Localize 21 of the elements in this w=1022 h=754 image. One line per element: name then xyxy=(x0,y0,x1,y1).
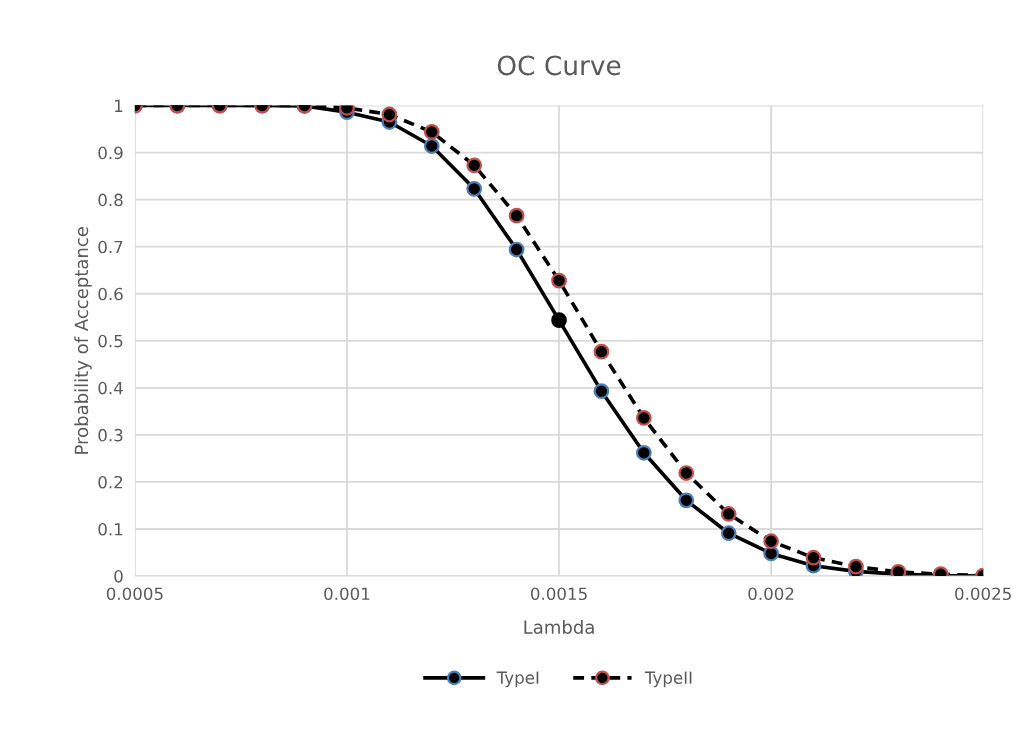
y-tick-label: 0.1 xyxy=(98,522,123,536)
x-tick-label: 0.0025 xyxy=(955,587,1011,601)
y-tick-label: 0.3 xyxy=(98,428,123,442)
chart-title: OC Curve xyxy=(497,55,621,76)
y-tick-label: 0.9 xyxy=(98,146,123,160)
legend-label: TypeII xyxy=(644,671,692,688)
legend-label: TypeI xyxy=(496,671,539,688)
x-tick-label: 0.001 xyxy=(324,587,370,601)
y-tick-label: 0 xyxy=(114,570,123,583)
x-axis-title: Lambda xyxy=(524,619,594,634)
y-tick-label: 0.4 xyxy=(98,381,123,395)
y-tick-label: 0.5 xyxy=(98,334,123,348)
y-tick-label: 0.6 xyxy=(98,287,123,301)
y-tick-label: 0.2 xyxy=(98,475,123,489)
y-tick-label: 1 xyxy=(115,99,123,112)
x-tick-label: 0.0015 xyxy=(530,587,587,601)
x-tick-label: 0.002 xyxy=(748,587,794,601)
x-tick-label: 0.0005 xyxy=(106,587,163,601)
y-tick-label: 0.8 xyxy=(98,193,123,207)
y-tick-label: 0.7 xyxy=(98,240,123,254)
y-axis-title: Probability of Acceptance xyxy=(74,227,92,454)
